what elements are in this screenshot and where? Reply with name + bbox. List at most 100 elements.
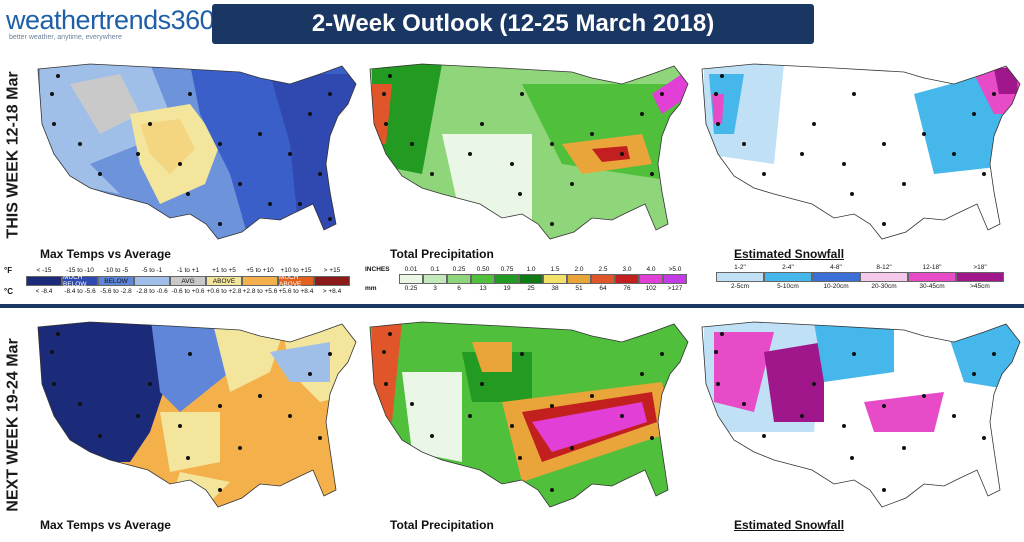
temp-legend-f-6: +5 to +10 xyxy=(246,267,274,274)
precip-legend-swatches xyxy=(399,274,690,284)
snow-legend-cm-2: 10-20cm xyxy=(823,283,849,290)
logo-text: weathertrends xyxy=(6,5,171,35)
map-snow-week1 xyxy=(694,54,1024,244)
row-label-next-week: NEXT WEEK 19-24 Mar xyxy=(5,338,23,512)
map-precip-week1 xyxy=(362,54,692,244)
precip-legend-mm-9: 76 xyxy=(623,285,631,292)
temp-legend-swatch-7: MUCH ABOVE xyxy=(278,274,314,288)
temp-legend-c-8: > +8.4 xyxy=(322,288,342,295)
temp-legend-f-7: +10 to +15 xyxy=(280,267,312,274)
precip-legend-swatch-7 xyxy=(567,274,591,284)
precip-legend: INCHES 0.01 0.1 0.25 0.50 0.75 1.0 1.5 2.0 2.5 3.… xyxy=(365,266,690,292)
logo-number: 360 xyxy=(170,5,215,35)
snow-legend-in-1: 2-4" xyxy=(782,264,794,271)
caption-temp-week1: Max Temps vs Average xyxy=(40,247,171,261)
city-markers xyxy=(50,74,332,226)
temp-legend-swatch-3 xyxy=(134,276,170,286)
snow-legend-swatch-5 xyxy=(956,272,1004,282)
city-markers xyxy=(50,332,332,492)
temp-legend-c-row: °C < -8.4 -8.4 to -5.6 -5.6 to -2.8 -2.8 to… xyxy=(4,287,354,296)
precip-legend-mm-4: 19 xyxy=(503,285,511,292)
precip-legend-mm-row: mm 0.25 3 6 13 19 25 38 51 64 76 102 >127 xyxy=(365,285,690,292)
precip-legend-swatch-4 xyxy=(495,274,519,284)
temp-legend-f-2: -10 to -5 xyxy=(103,267,129,274)
map-precip-week2 xyxy=(362,312,692,512)
precip-legend-swatch-5 xyxy=(519,274,543,284)
precip-legend-in-9: 3.0 xyxy=(622,266,632,273)
temp-legend-c-4: -0.6 to +0.6 xyxy=(171,288,205,295)
temp-legend-c-7: +5.6 to +8.4 xyxy=(278,288,314,295)
temp-legend-f-0: < -15 xyxy=(36,267,52,274)
temp-legend-c-0: < -8.4 xyxy=(35,288,53,295)
snow-legend-cm-1: 5-10cm xyxy=(777,283,799,290)
map-temp-week2 xyxy=(30,312,360,512)
precip-legend-mm-label: mm xyxy=(365,285,377,292)
snow-legend: 1-2" 2-4" 4-8" 8-12" 12-18" >18" 2-5cm 5-10cm 1… xyxy=(716,264,1018,290)
precip-legend-swatch-8 xyxy=(591,274,615,284)
snow-legend-swatch-2 xyxy=(812,272,860,282)
header: weathertrends360 better weather, anytime… xyxy=(0,0,1024,50)
title-bar: 2-Week Outlook (12-25 March 2018) xyxy=(212,4,814,44)
caption-snow-week2: Estimated Snowfall xyxy=(734,518,845,532)
row-label-this-week: THIS WEEK 12-18 Mar xyxy=(5,71,22,239)
snow-legend-in-4: 12-18" xyxy=(922,264,942,271)
precip-legend-in-3: 0.50 xyxy=(476,266,490,273)
temp-legend-f-4: -1 to +1 xyxy=(176,267,200,274)
precip-legend-in-4: 0.75 xyxy=(500,266,514,273)
temp-legend-swatch-4: AVG xyxy=(170,276,206,286)
precip-legend-in-5: 1.0 xyxy=(526,266,536,273)
temp-legend-c-1: -8.4 to -5.6 xyxy=(64,288,96,295)
precip-legend-in-6: 1.5 xyxy=(550,266,560,273)
temp-legend-c-2: -5.6 to -2.8 xyxy=(100,288,132,295)
precip-legend-mm-3: 13 xyxy=(479,285,487,292)
precip-legend-swatch-10 xyxy=(639,274,663,284)
row-divider xyxy=(0,304,1024,308)
snow-legend-cm-0: 2-5cm xyxy=(730,283,750,290)
precip-legend-mm-6: 38 xyxy=(551,285,559,292)
snow-legend-in-2: 4-8" xyxy=(830,264,842,271)
city-markers xyxy=(382,74,664,226)
precip-legend-swatch-9 xyxy=(615,274,639,284)
temp-legend-swatch-5: ABOVE xyxy=(206,276,242,286)
precip-legend-mm-8: 64 xyxy=(599,285,607,292)
snow-legend-cm-3: 20-30cm xyxy=(871,283,897,290)
temp-legend-f-unit: °F xyxy=(4,266,13,275)
page-title: 2-Week Outlook (12-25 March 2018) xyxy=(311,10,715,37)
precip-legend-in-0: 0.01 xyxy=(404,266,418,273)
precip-legend-in-2: 0.25 xyxy=(452,266,466,273)
snow-legend-cm-row: 2-5cm 5-10cm 10-20cm 20-30cm 30-45cm >45cm xyxy=(716,283,1018,290)
temp-legend-swatches: MUCH BELOW BELOW AVG ABOVE MUCH ABOVE xyxy=(26,274,354,288)
precip-legend-swatch-11 xyxy=(663,274,687,284)
snow-legend-swatch-0 xyxy=(716,272,764,282)
temp-legend-c-5: +0.6 to +2.8 xyxy=(206,288,242,295)
snow-legend-cm-5: >45cm xyxy=(970,283,990,290)
precip-legend-mm-2: 6 xyxy=(457,285,461,292)
snow-legend-in-5: >18" xyxy=(973,264,987,271)
temp-legend-swatch-0 xyxy=(26,276,62,286)
precip-legend-inch-row: INCHES 0.01 0.1 0.25 0.50 0.75 1.0 1.5 2.0 2.5 3.… xyxy=(365,266,690,273)
city-markers xyxy=(714,74,996,226)
temp-legend-f-row: °F < -15 -15 to -10 -10 to -5 -5 to -1 -1 to… xyxy=(4,266,354,275)
precip-legend-mm-0: 0.25 xyxy=(404,285,418,292)
temp-legend-f-1: -15 to -10 xyxy=(66,267,94,274)
precip-legend-swatch-3 xyxy=(471,274,495,284)
precip-legend-inch-label: INCHES xyxy=(365,266,390,273)
precip-legend-swatch-6 xyxy=(543,274,567,284)
precip-legend-in-1: 0.1 xyxy=(430,266,440,273)
precip-legend-swatch-2 xyxy=(447,274,471,284)
precip-legend-mm-1: 3 xyxy=(433,285,437,292)
snow-legend-cm-4: 30-45cm xyxy=(919,283,945,290)
map-temp-week1 xyxy=(30,54,360,244)
map-snow-week2 xyxy=(694,312,1024,512)
temp-legend-swatch-8 xyxy=(314,276,350,286)
snow-legend-swatch-1 xyxy=(764,272,812,282)
temp-legend-c-unit: °C xyxy=(4,287,13,296)
snow-legend-swatch-4 xyxy=(908,272,956,282)
caption-temp-week2: Max Temps vs Average xyxy=(40,518,171,532)
temp-legend-f-5: +1 to +5 xyxy=(212,267,236,274)
precip-legend-mm-5: 25 xyxy=(527,285,535,292)
snow-legend-in-0: 1-2" xyxy=(734,264,746,271)
snow-legend-inch-row: 1-2" 2-4" 4-8" 8-12" 12-18" >18" xyxy=(716,264,1018,271)
caption-precip-week2: Total Precipitation xyxy=(390,518,494,532)
temp-legend-swatch-1: MUCH BELOW xyxy=(62,274,98,288)
